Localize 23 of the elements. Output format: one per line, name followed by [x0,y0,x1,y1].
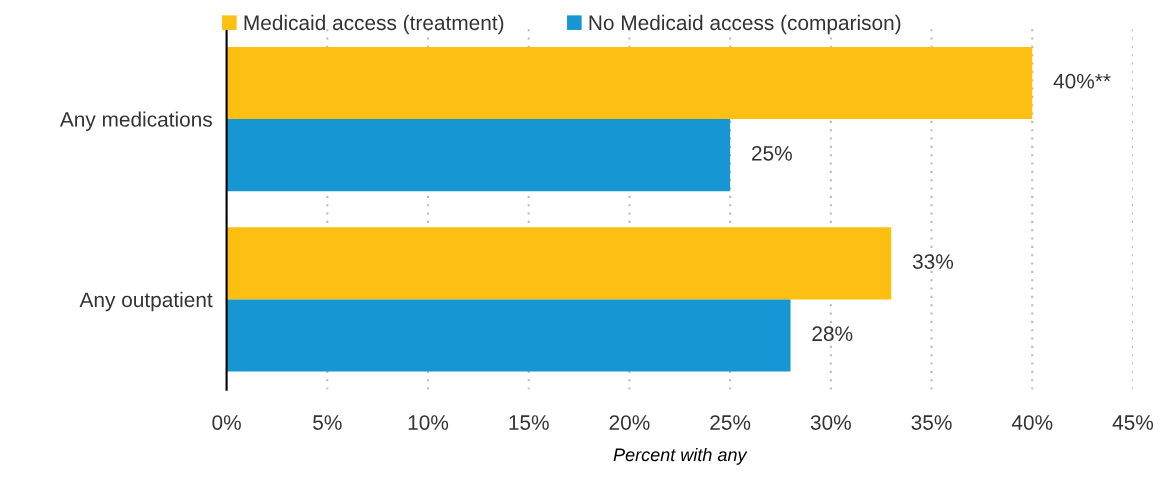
x-tick-label: 40% [1011,415,1053,430]
legend-label: No Medicaid access (comparison) [589,14,901,35]
x-tick-label: 20% [609,415,650,430]
x-tick-label: 30% [810,415,851,430]
x-tick-label: 10% [408,415,449,430]
legend-label: Medicaid access (treatment) [244,14,504,35]
x-tick-label: 0% [212,415,241,430]
data-label: 25% [752,145,792,161]
x-tick-label: 25% [710,415,751,430]
bar [226,299,791,372]
y-tick-label: Any outpatient [79,291,213,312]
data-label: 33% [912,254,954,269]
bar [226,227,892,300]
bar [226,46,1033,120]
x-tick-label: 35% [911,415,952,430]
data-label: 40%** [1053,73,1111,89]
data-label: 28% [812,326,853,342]
x-tick-label: 15% [509,415,549,430]
x-tick-label: 45% [1112,415,1154,430]
y-tick-label: Any medications [59,111,212,131]
x-tick-label: 5% [313,415,342,430]
x-axis-title: Percent with any [613,447,748,465]
bar [226,119,731,192]
